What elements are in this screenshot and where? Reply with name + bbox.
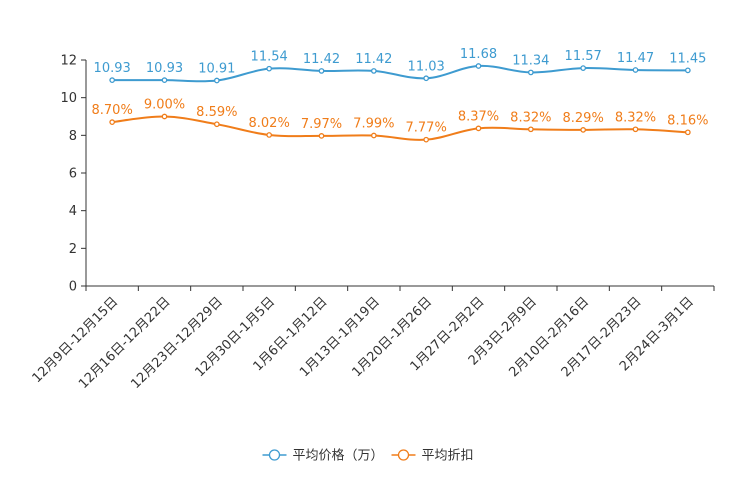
data-point[interactable] (423, 75, 430, 82)
data-point[interactable] (632, 67, 639, 73)
data-label: 7.99% (353, 117, 394, 132)
data-point[interactable] (213, 77, 220, 84)
data-label: 8.02% (249, 116, 290, 131)
data-point[interactable] (266, 132, 273, 138)
data-point[interactable] (109, 77, 116, 84)
data-point[interactable] (370, 132, 377, 139)
data-label: 8.37% (458, 109, 499, 124)
data-label: 11.45 (669, 51, 706, 66)
series-line (112, 115, 688, 141)
x-tick-label: 12月23日-12月29日 (128, 294, 225, 391)
data-label: 8.32% (510, 110, 551, 125)
data-point[interactable] (318, 68, 325, 74)
series-1: 8.70% 9.00% 8.59% 8.02% 7.97% 7.99% 7.77% 8.37%… (92, 98, 708, 143)
data-label: 7.77% (406, 121, 447, 136)
series-line (112, 64, 688, 83)
data-label: 10.93 (94, 61, 131, 76)
series-layer: 10.93 10.93 10.91 11.54 11.42 11.42 11.03 11.68… (92, 47, 708, 143)
data-point[interactable] (109, 119, 116, 126)
data-label: 10.93 (146, 61, 183, 76)
y-tick-label: 8 (69, 129, 77, 144)
data-point[interactable] (580, 65, 587, 71)
legend-item-0[interactable]: 平均价格（万） (262, 448, 384, 464)
legend[interactable]: 平均价格（万） 平均折扣 (262, 448, 474, 464)
legend-label: 平均价格（万） (293, 448, 384, 464)
y-tick-label: 10 (60, 91, 77, 106)
data-label: 11.68 (460, 47, 497, 62)
legend-marker-icon (268, 449, 281, 461)
data-point[interactable] (161, 77, 168, 84)
data-label: 11.57 (565, 49, 602, 64)
data-point[interactable] (423, 136, 430, 143)
data-point[interactable] (318, 133, 325, 139)
legend-item-1[interactable]: 平均折扣 (391, 449, 474, 464)
y-tick-label: 6 (69, 167, 77, 182)
legend-label: 平均折扣 (422, 449, 474, 464)
y-tick-label: 0 (69, 280, 77, 295)
data-point[interactable] (213, 121, 220, 128)
data-label: 11.03 (408, 59, 445, 74)
data-point[interactable] (684, 67, 691, 74)
data-label: 9.00% (144, 98, 185, 113)
data-point[interactable] (161, 113, 168, 120)
x-tick-label: 12月9日-12月15日 (30, 294, 122, 386)
data-label: 8.59% (196, 105, 237, 120)
data-point[interactable] (475, 125, 482, 132)
legend-marker-icon (397, 449, 410, 461)
data-label: 11.34 (512, 53, 549, 68)
data-label: 11.42 (355, 52, 392, 67)
y-tick-label: 2 (69, 242, 77, 257)
data-label: 11.47 (617, 51, 654, 66)
data-label: 11.42 (303, 52, 340, 67)
data-point[interactable] (370, 68, 377, 74)
data-label: 8.32% (615, 110, 656, 125)
data-label: 8.29% (563, 111, 604, 126)
data-label: 7.97% (301, 117, 342, 132)
data-point[interactable] (527, 69, 534, 76)
data-point[interactable] (527, 126, 534, 133)
y-tick-label: 12 (60, 54, 77, 69)
data-point[interactable] (580, 127, 587, 133)
data-point[interactable] (266, 65, 273, 72)
data-label: 8.16% (667, 113, 708, 128)
y-tick-label: 4 (69, 204, 77, 219)
data-label: 10.91 (198, 62, 235, 77)
data-label: 8.70% (92, 103, 133, 118)
data-point[interactable] (475, 63, 482, 69)
data-point[interactable] (684, 129, 691, 136)
data-point[interactable] (632, 126, 639, 133)
x-tick-label: 12月16日-12月22日 (76, 294, 173, 391)
data-label: 11.54 (251, 50, 288, 65)
series-0: 10.93 10.93 10.91 11.54 11.42 11.42 11.03 11.68… (94, 47, 706, 84)
